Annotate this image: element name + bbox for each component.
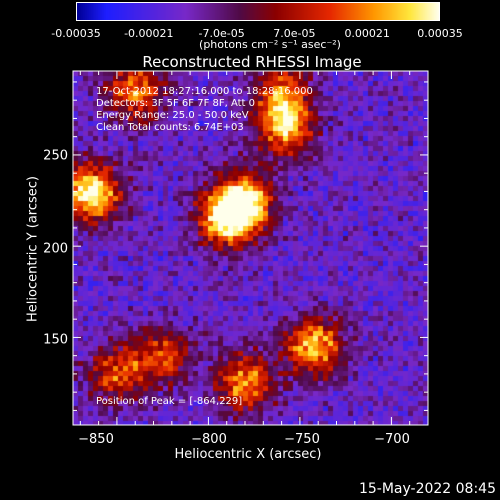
colorbar-tick-label: -7.0e-05: [198, 27, 245, 40]
y-tick-label: 150: [43, 332, 68, 348]
heatmap-image: [73, 71, 428, 425]
colorbar: [76, 2, 440, 21]
y-axis-label: Heliocentric Y (arcsec): [25, 176, 41, 322]
chart-title: Reconstructed RHESSI Image: [142, 53, 362, 71]
x-axis-label: Heliocentric X (arcsec): [174, 447, 322, 462]
x-tick-label: −750: [284, 432, 320, 447]
annotation-energy: Energy Range: 25.0 - 50.0 keV: [96, 110, 249, 121]
x-tick-label: −800: [191, 432, 227, 447]
colorbar-units: (photons cm⁻² s⁻¹ asec⁻²): [199, 38, 341, 51]
x-tick-label: −850: [78, 432, 114, 447]
colorbar-tick-label: 0.00021: [344, 27, 390, 40]
annotation-peak: Position of Peak = [-864,229]: [96, 396, 243, 407]
footer-date: 15-May-2022 08:45: [358, 481, 496, 497]
colorbar-tick-label: 0.00035: [417, 27, 463, 40]
annotation-time: 17-Oct-2012 18:27:16.000 to 18:28:16.000: [96, 86, 313, 97]
colorbar-tick-label: 7.0e-05: [273, 27, 316, 40]
x-tick-label: −700: [374, 432, 410, 447]
annotation-method: Clean Total counts: 6.74E+03: [96, 122, 244, 133]
colorbar-tick-label: -0.00035: [51, 27, 101, 40]
y-tick-label: 250: [43, 148, 68, 164]
plot-frame: [72, 70, 429, 426]
annotation-detectors: Detectors: 3F 5F 6F 7F 8F, Att 0: [96, 98, 256, 109]
y-tick-label: 200: [43, 241, 68, 257]
colorbar-tick-label: -0.00021: [124, 27, 174, 40]
